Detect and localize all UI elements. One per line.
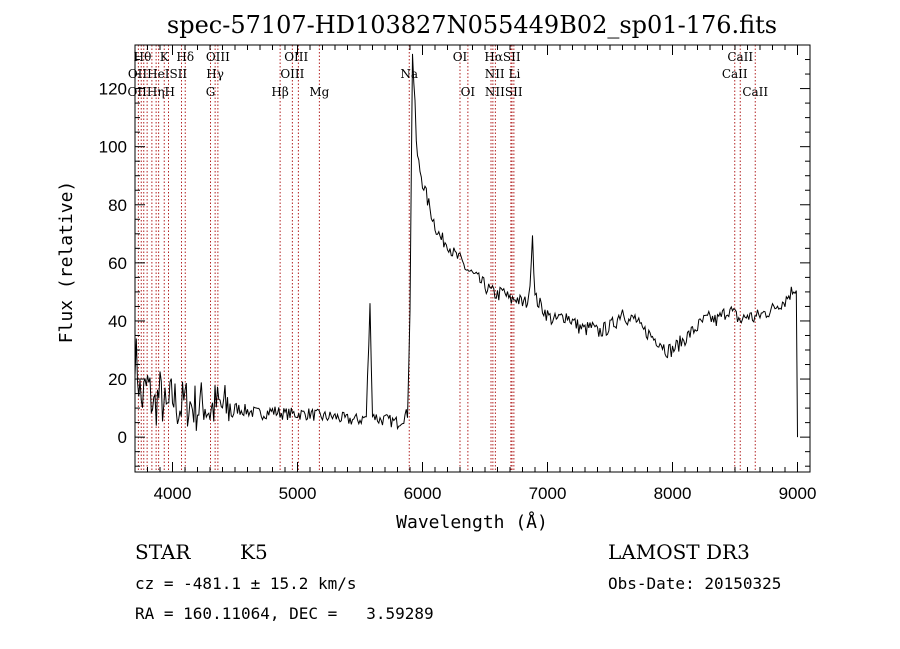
marker-label-11: Na [400,67,418,81]
x-tick-label: 5000 [279,484,317,503]
y-tick-label: 0 [118,428,127,447]
marker-label-7: CaII [727,50,753,64]
marker-label-8: OIIHeISII [128,67,188,81]
y-tick-label: 60 [108,254,127,273]
spectrum-line [134,53,798,438]
line-markers [137,45,756,472]
marker-label-15: G [206,85,216,99]
y-axis-ticks: 0 20 40 60 80 100 120 [99,59,810,467]
marker-label-20: CaII [742,85,768,99]
marker-label-9: Hγ [206,67,224,81]
marker-label-18: OI [461,85,476,99]
x-tick-label: 6000 [404,484,442,503]
marker-label-16: Hβ [271,85,288,99]
marker-label-4: OIII [284,50,308,64]
y-tick-label: 100 [99,138,127,157]
y-axis-label: Flux (relative) [56,181,77,344]
marker-label-5: OI [453,50,468,64]
marker-label-1: K [160,50,170,64]
x-tick-label: 4000 [154,484,192,503]
line-marker-labels: Hθ K Hδ OIII OIII OI HαSII CaII OIIHeISII Hγ OIII N… [128,50,769,99]
y-tick-label: 80 [108,196,127,215]
x-tick-label: 7000 [529,484,567,503]
redshift-readout: cz = -481.1 ± 15.2 km/s [135,574,357,593]
chart-title: spec-57107-HD103827N055449B02_sp01-176.f… [167,11,777,39]
marker-label-3: OIII [206,50,230,64]
class-label: STAR [135,540,191,564]
marker-label-12: NII Li [485,67,521,81]
y-tick-label: 20 [108,370,127,389]
y-tick-label: 120 [99,80,127,99]
x-tick-label: 8000 [654,484,692,503]
x-tick-label: 9000 [779,484,817,503]
marker-label-0: Hθ [134,50,152,64]
marker-label-6: HαSII [484,50,521,64]
plot-frame [134,44,811,473]
y-tick-label: 40 [108,312,127,331]
marker-label-13: CaII [722,67,748,81]
marker-label-19: NIISII [485,85,523,99]
survey-label: LAMOST DR3 [608,540,750,564]
subclass-label: K5 [240,540,268,564]
marker-label-2: Hδ [176,50,194,64]
x-axis-ticks: 4000 5000 6000 7000 8000 9000 [134,45,817,503]
x-axis-label: Wavelength (Å) [396,511,548,533]
marker-label-10: OIII [280,67,304,81]
coordinates-readout: RA = 160.11064, DEC = 3.59289 [135,604,434,623]
obs-date: Obs-Date: 20150325 [608,574,782,593]
marker-label-17: Mg [309,85,329,99]
